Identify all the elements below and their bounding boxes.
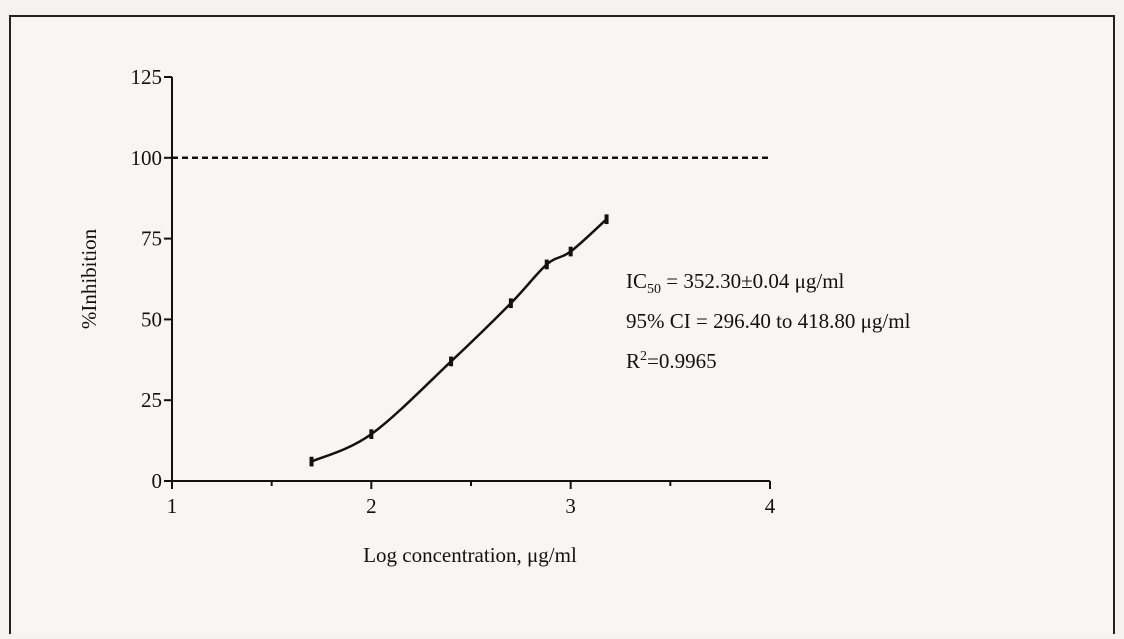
x-axis-label: Log concentration, μg/ml (363, 543, 577, 567)
y-tick-label: 75 (141, 227, 162, 251)
annotation-base: R (626, 349, 640, 373)
x-tick-label: 2 (366, 494, 377, 518)
annotation-superscript: 2 (640, 349, 647, 364)
annotation-subscript: 50 (647, 282, 661, 297)
x-tick-label: 4 (765, 494, 776, 518)
y-tick-label: 25 (141, 388, 162, 412)
annotation: IC50 = 352.30±0.04 μg/ml (626, 269, 845, 297)
y-tick-label: 125 (131, 65, 163, 89)
annotation-base: IC (626, 269, 647, 293)
x-tick-label: 3 (565, 494, 576, 518)
annotation: R2=0.9965 (626, 349, 717, 373)
annotation: 95% CI = 296.40 to 418.80 μg/ml (626, 309, 911, 333)
frame (9, 15, 1115, 639)
x-tick-label: 1 (167, 494, 178, 518)
y-axis-label: %Inhibition (77, 228, 101, 329)
annotation-text: = 352.30±0.04 μg/ml (661, 269, 845, 293)
y-tick-label: 50 (141, 307, 162, 331)
y-tick-label: 100 (131, 146, 163, 170)
y-tick-label: 0 (152, 469, 163, 493)
annotation-text: 95% CI = 296.40 to 418.80 μg/ml (626, 309, 911, 333)
annotation-text: =0.9965 (647, 349, 717, 373)
